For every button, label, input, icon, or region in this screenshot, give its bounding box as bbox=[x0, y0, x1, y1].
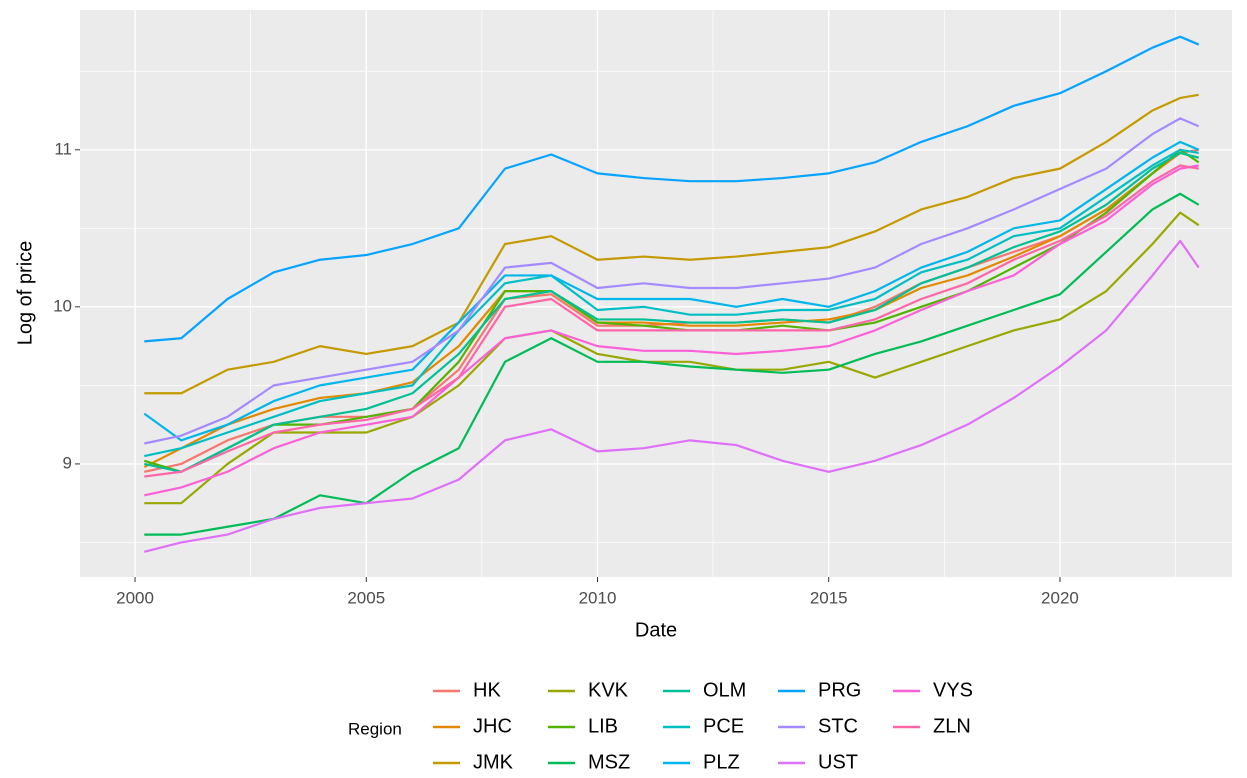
plot-panel bbox=[80, 10, 1232, 577]
x-tick-label: 2015 bbox=[810, 588, 848, 607]
series-line bbox=[144, 93, 1199, 395]
legend-label: PCE bbox=[703, 715, 744, 737]
legend-label: HK bbox=[473, 679, 501, 701]
legend-label: JMK bbox=[473, 751, 514, 773]
series-line bbox=[144, 148, 1199, 458]
x-tick-label: 2020 bbox=[1041, 588, 1079, 607]
y-axis-label: Log of price bbox=[14, 241, 36, 346]
series-line bbox=[143, 140, 1200, 442]
x-tick-label: 2000 bbox=[116, 588, 154, 607]
y-tick-label: 10 bbox=[53, 296, 72, 315]
series-line bbox=[143, 151, 1199, 469]
legend-label: STC bbox=[818, 715, 858, 737]
legend-label: PRG bbox=[818, 679, 861, 701]
series-line bbox=[144, 239, 1200, 553]
legend-label: KVK bbox=[588, 679, 629, 701]
series-line bbox=[144, 164, 1199, 478]
legend-title: Region bbox=[348, 719, 402, 738]
series-line bbox=[144, 164, 1199, 497]
legend-label: OLM bbox=[703, 679, 746, 701]
x-axis-label: Date bbox=[635, 619, 677, 641]
legend-label: LIB bbox=[588, 715, 618, 737]
y-tick-label: 11 bbox=[54, 139, 72, 158]
legend-label: UST bbox=[818, 751, 858, 773]
y-tick-label: 9 bbox=[63, 453, 72, 472]
series-line bbox=[144, 151, 1199, 473]
legend-label: JHC bbox=[473, 715, 512, 737]
series-line bbox=[144, 192, 1200, 536]
series-line bbox=[144, 35, 1200, 343]
x-tick-label: 2005 bbox=[347, 588, 385, 607]
legend-label: MSZ bbox=[588, 751, 630, 773]
legend-label: VYS bbox=[933, 679, 973, 701]
series-line bbox=[144, 117, 1200, 445]
legend-label: PLZ bbox=[703, 751, 740, 773]
legend-label: ZLN bbox=[933, 715, 971, 737]
x-tick-label: 2010 bbox=[579, 588, 617, 607]
